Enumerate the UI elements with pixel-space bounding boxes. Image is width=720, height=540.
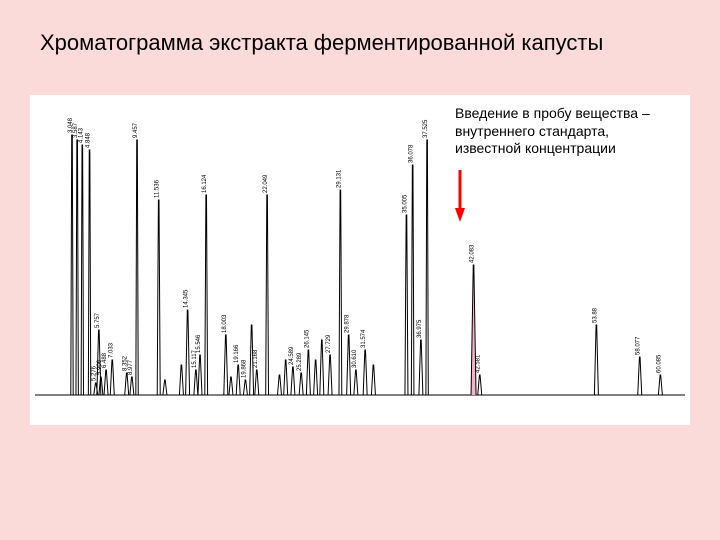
- annotation-line-1: Введение в пробу вещества –: [455, 105, 650, 121]
- svg-text:29.131: 29.131: [336, 169, 342, 188]
- svg-text:19.868: 19.868: [241, 359, 247, 378]
- svg-text:24.589: 24.589: [289, 346, 295, 365]
- slide-page: Хроматограмма экстракта ферментированной…: [0, 0, 720, 540]
- svg-text:8.977: 8.977: [128, 359, 134, 375]
- svg-text:15.546: 15.546: [196, 334, 202, 353]
- svg-text:53.88: 53.88: [592, 307, 598, 323]
- svg-text:16.124: 16.124: [202, 174, 208, 193]
- svg-text:29.878: 29.878: [345, 314, 351, 333]
- svg-text:22.049: 22.049: [263, 174, 269, 193]
- svg-text:35.005: 35.005: [402, 194, 408, 213]
- svg-text:19.166: 19.166: [234, 344, 240, 363]
- annotation-line-2: внутреннего стандарта,: [455, 123, 609, 139]
- svg-text:7.033: 7.033: [108, 342, 114, 358]
- svg-text:4.143: 4.143: [78, 127, 84, 143]
- svg-text:21.168: 21.168: [253, 349, 259, 368]
- svg-text:42.581: 42.581: [476, 354, 482, 373]
- svg-text:42.083: 42.083: [470, 244, 476, 263]
- svg-text:30.610: 30.610: [352, 349, 358, 368]
- svg-text:9.457: 9.457: [133, 122, 139, 138]
- svg-text:31.574: 31.574: [361, 329, 367, 348]
- annotation-line-3: известной концентрации: [455, 140, 616, 156]
- svg-text:36.078: 36.078: [409, 144, 415, 163]
- page-title: Хроматограмма экстракта ферментированной…: [40, 30, 680, 56]
- svg-text:25.289: 25.289: [297, 352, 303, 371]
- svg-text:27.729: 27.729: [326, 334, 332, 353]
- svg-text:5.757: 5.757: [95, 312, 101, 328]
- svg-text:60.085: 60.085: [656, 354, 662, 373]
- svg-text:18.003: 18.003: [222, 314, 228, 333]
- svg-text:26.145: 26.145: [304, 329, 310, 348]
- svg-text:14.345: 14.345: [184, 289, 190, 308]
- svg-text:37.525: 37.525: [423, 119, 429, 138]
- svg-text:11.536: 11.536: [155, 179, 161, 198]
- svg-text:36.975: 36.975: [417, 319, 423, 338]
- svg-text:58.077: 58.077: [636, 336, 642, 355]
- annotation-text: Введение в пробу вещества – внутреннего …: [455, 105, 685, 158]
- svg-text:6.488: 6.488: [102, 352, 108, 368]
- svg-text:4.848: 4.848: [86, 132, 92, 148]
